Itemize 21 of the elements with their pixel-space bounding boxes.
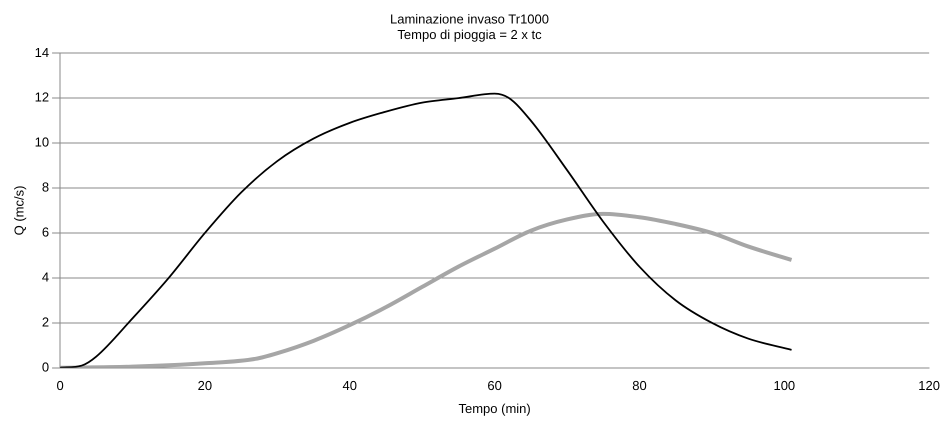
x-tick-label: 0 [56, 378, 64, 394]
chart-title: Laminazione invaso Tr1000 [390, 11, 549, 26]
line-series [60, 92, 792, 368]
y-tick-label: 14 [34, 44, 50, 60]
y-tick-label: 2 [42, 314, 50, 330]
y-tick-label: 8 [42, 180, 50, 195]
y-tick-label: 4 [42, 269, 50, 284]
y-tick-label: 6 [42, 224, 50, 240]
y-tick-label: 10 [34, 134, 50, 150]
chart-subtitle: Tempo di pioggia = 2 x tc [397, 26, 542, 42]
x-tick-label: 20 [198, 378, 212, 394]
x-tick-label: 120 [918, 378, 940, 394]
x-tick-label: 60 [487, 378, 502, 394]
line-series [60, 212, 794, 368]
y-tick-label: 0 [42, 359, 50, 374]
x-tick-label: 100 [773, 378, 796, 394]
y-axis-title: Q (mc/s) [11, 186, 26, 236]
x-axis-title: Tempo (min) [458, 400, 531, 416]
x-tick-label: 80 [632, 378, 647, 394]
y-tick-label: 12 [34, 90, 50, 105]
x-tick-label: 40 [342, 378, 357, 394]
